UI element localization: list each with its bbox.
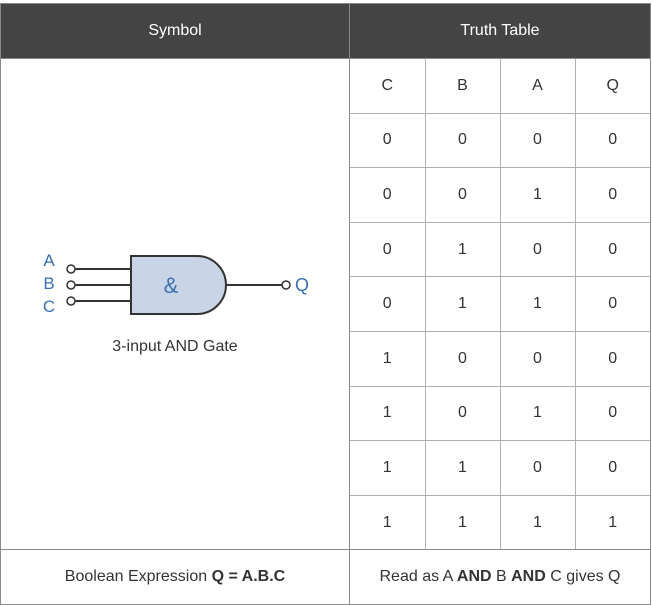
input-terminal-c (66, 296, 76, 306)
cell: 0 (574, 385, 650, 442)
truth-table-header-row: C B A Q (350, 59, 650, 114)
read-part: B (491, 568, 512, 586)
cell: 0 (424, 330, 501, 387)
cell: 0 (499, 221, 576, 278)
table-row: 0 1 0 0 (350, 221, 650, 278)
cell: 1 (350, 330, 426, 387)
boolean-expression-cell: Boolean Expression Q = A.B.C (0, 549, 350, 605)
input-label-b: B (43, 274, 54, 293)
truth-table: C B A Q 0 0 0 0 0 0 1 0 0 (350, 59, 650, 550)
output-label-q: Q (295, 275, 309, 295)
cell: 1 (350, 385, 426, 442)
cell: 0 (574, 440, 650, 496)
cell: 1 (350, 440, 426, 496)
cell: 1 (424, 221, 501, 278)
cell: 0 (424, 385, 501, 442)
table-row: 1 0 0 0 (350, 330, 650, 387)
cell: 1 (499, 385, 576, 442)
truth-table-header: Truth Table (349, 3, 651, 59)
cell: 0 (499, 112, 576, 169)
cell: 0 (499, 440, 576, 496)
cell: 0 (424, 112, 501, 169)
cell: 0 (350, 276, 426, 332)
symbol-header: Symbol (0, 3, 350, 59)
table-row: 0 0 0 0 (350, 112, 650, 169)
boolean-prefix: Boolean Expression (64, 568, 212, 586)
read-as-cell: Read as A AND B AND C gives Q (349, 549, 651, 605)
boolean-expression: Q = A.B.C (211, 568, 286, 586)
read-part: C gives Q (545, 568, 621, 586)
gate-caption: 3-input AND Gate (112, 338, 238, 356)
output-terminal (281, 280, 291, 290)
cell: 1 (350, 494, 426, 550)
column-header-q: Q (574, 59, 650, 114)
gate-glyph: & (164, 273, 179, 298)
cell: 1 (499, 167, 576, 223)
read-part-and: AND (456, 568, 492, 586)
and-gate-symbol: A B C & Q (43, 251, 309, 316)
gate-body (130, 255, 227, 316)
cell: 0 (574, 167, 650, 223)
cell: 0 (499, 330, 576, 387)
cell: 1 (424, 494, 501, 550)
input-terminal-a (66, 264, 76, 274)
cell: 0 (574, 330, 650, 387)
cell: 0 (574, 276, 650, 332)
symbol-cell: A B C & Q 3-input AND Gate (0, 57, 350, 551)
column-header-b: B (424, 59, 501, 114)
table-row: 1 1 1 1 (350, 494, 650, 550)
cell: 1 (499, 276, 576, 332)
read-part-and: AND (511, 568, 546, 586)
column-header-a: A (499, 59, 576, 114)
read-part: Read as A (379, 568, 457, 586)
table-row: 1 0 1 0 (350, 385, 650, 442)
table-row: 0 0 1 0 (350, 167, 650, 223)
input-label-c: C (43, 297, 55, 316)
cell: 0 (574, 112, 650, 169)
cell: 1 (499, 494, 576, 550)
column-header-c: C (350, 59, 426, 114)
cell: 0 (350, 112, 426, 169)
cell: 0 (424, 167, 501, 223)
truth-table-cell: C B A Q 0 0 0 0 0 0 1 0 0 (349, 57, 651, 551)
cell: 0 (350, 167, 426, 223)
cell: 0 (574, 221, 650, 278)
table-row: 0 1 1 0 (350, 276, 650, 332)
gate-diagram: A B C & Q 3-input AND Gate (1, 60, 349, 548)
cell: 1 (574, 494, 650, 550)
cell: 1 (424, 276, 501, 332)
cell: 0 (350, 221, 426, 278)
cell: 1 (424, 440, 501, 496)
and-gate-reference-table: Symbol Truth Table (0, 3, 651, 605)
input-label-a: A (43, 251, 55, 270)
input-terminal-b (66, 280, 76, 290)
table-row: 1 1 0 0 (350, 440, 650, 496)
